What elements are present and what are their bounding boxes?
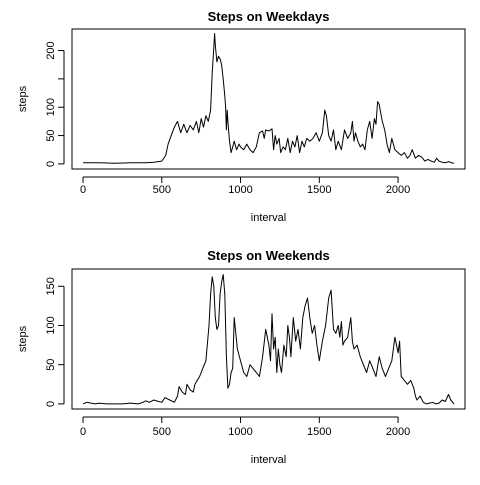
plot-frame-1 — [71, 28, 466, 170]
y-tick-label-2-1: 50 — [45, 359, 57, 371]
x-tick-label-2-1: 500 — [153, 426, 171, 438]
x-axis-label-2: interval — [251, 454, 286, 466]
y-tick-label-1-0: 0 — [45, 161, 57, 167]
x-axis-label-1: interval — [251, 212, 286, 224]
series-line-2-1 — [82, 274, 455, 405]
x-tick-label-1-2: 1000 — [228, 184, 252, 196]
x-tick-label-1-4: 2000 — [386, 184, 410, 196]
y-tick-label-1-2: 100 — [45, 98, 57, 116]
x-tick-label-1-0: 0 — [80, 184, 86, 196]
y-tick-label-2-3: 150 — [45, 277, 57, 295]
plot-frame-2 — [71, 268, 466, 410]
x-tick-label-1-3: 1500 — [307, 184, 331, 196]
y-tick-label-2-0: 0 — [45, 401, 57, 407]
chart-title-1: Steps on Weekdays — [208, 9, 330, 24]
x-tick-label-2-0: 0 — [80, 426, 86, 438]
chart-title-2: Steps on Weekends — [207, 248, 330, 263]
y-tick-label-1-1: 50 — [45, 129, 57, 141]
x-tick-label-1-1: 500 — [153, 184, 171, 196]
series-line-1-1 — [83, 33, 455, 164]
y-tick-label-2-2: 100 — [45, 316, 57, 334]
x-tick-label-2-4: 2000 — [386, 426, 410, 438]
y-tick-label-1-4: 200 — [45, 41, 57, 59]
x-tick-label-2-3: 1500 — [307, 426, 331, 438]
x-tick-label-2-2: 1000 — [228, 426, 252, 438]
y-axis-label-1: steps — [17, 85, 29, 112]
y-axis-label-2: steps — [17, 325, 29, 352]
